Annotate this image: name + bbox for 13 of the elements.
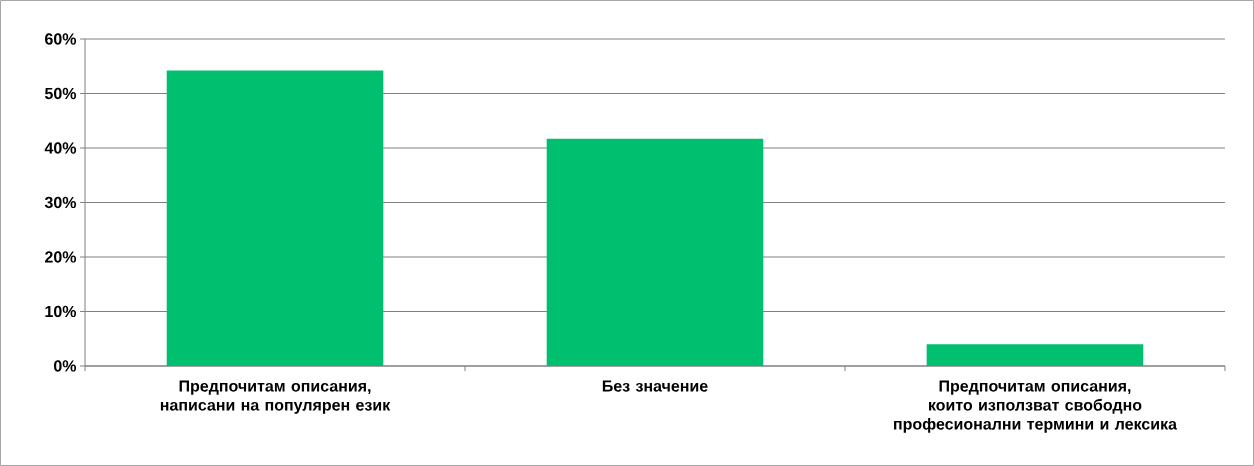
x-tick-label: Без значение	[602, 380, 708, 392]
y-tick-label: 0%	[53, 360, 77, 372]
bar	[546, 138, 764, 366]
y-tick-label: 30%	[44, 196, 77, 209]
bar	[926, 344, 1144, 366]
y-tick-label: 10%	[45, 305, 77, 318]
y-tick-label: 40%	[44, 142, 77, 154]
y-tick-label: 60%	[45, 33, 77, 45]
x-tick-label: Предпочитам описания, които използват свободно професионални термини и лексика	[894, 380, 1178, 433]
x-tick-label: Предпочитам описания, написани на популярен език	[160, 380, 391, 414]
y-tick-label: 20%	[45, 251, 77, 263]
bar	[166, 70, 384, 366]
y-tick-label: 50%	[44, 87, 77, 100]
